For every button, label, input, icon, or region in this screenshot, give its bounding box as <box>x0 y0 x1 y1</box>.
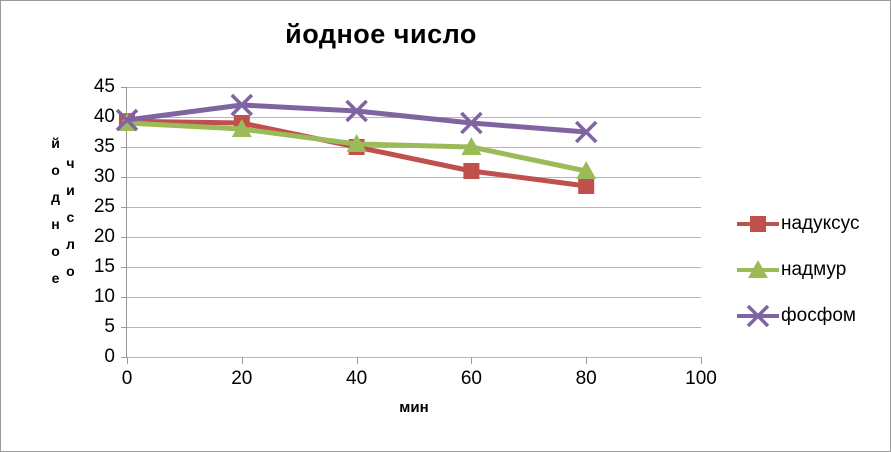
y-title-a-char-1: о <box>51 162 60 178</box>
legend-label-2: фосфом <box>781 305 856 326</box>
series-2-marker-0 <box>115 108 139 132</box>
series-0-marker-3 <box>463 163 480 179</box>
series-0-marker-4 <box>578 178 595 194</box>
x-tick-label-20: 20 <box>231 368 253 389</box>
legend-label-1: надмур <box>781 259 847 280</box>
x-tick-60 <box>471 357 473 364</box>
y-title-b-char-3: л <box>65 236 75 252</box>
y-title-b-char-0: ч <box>66 155 75 171</box>
y-tick-10 <box>121 297 127 298</box>
legend-0-glyph <box>750 216 766 232</box>
x-tick-label-40: 40 <box>346 368 368 389</box>
legend-1-glyph <box>748 260 768 278</box>
x-tick-40 <box>356 357 358 364</box>
y-tick-label-20: 20 <box>93 226 115 247</box>
y-tick-45 <box>121 87 127 88</box>
x-tick-0 <box>127 357 128 364</box>
chart-title: йодное число <box>285 19 477 49</box>
y-title-a-char-4: о <box>51 243 60 259</box>
legend-label-0: надуксус <box>781 213 860 234</box>
legend-marker-square-icon <box>737 213 779 235</box>
series-1 <box>117 113 597 179</box>
series-2-marker-3 <box>460 111 483 135</box>
y-tick-label-45: 45 <box>93 76 115 97</box>
legend-item-1[interactable]: надмур <box>737 247 887 293</box>
series-2-marker-4 <box>574 120 598 144</box>
gridline-10 <box>127 297 701 298</box>
y-tick-label-40: 40 <box>93 106 115 127</box>
x-tick-100 <box>701 357 702 364</box>
y-tick-label-30: 30 <box>93 166 115 187</box>
y-title-b-char-2: с <box>66 209 75 225</box>
gridline-30 <box>127 177 701 178</box>
y-title-b-char-1: и <box>66 182 75 198</box>
x-axis-title: мин <box>399 399 429 416</box>
y-tick-0 <box>121 357 127 358</box>
y-title-a-char-2: д <box>51 189 60 205</box>
series-2-marker-2 <box>345 99 368 123</box>
y-tick-label-25: 25 <box>93 196 115 217</box>
y-title-b-char-4: о <box>66 263 75 279</box>
y-tick-label-5: 5 <box>104 316 115 337</box>
legend-item-0[interactable]: надуксус <box>737 201 887 247</box>
y-tick-15 <box>121 267 127 268</box>
gridline-5 <box>127 327 701 328</box>
legend-marker-triangle-icon <box>737 259 779 281</box>
chart-legend: надуксус надмур фосфом <box>737 201 887 339</box>
y-tick-35 <box>121 147 127 148</box>
y-title-a-char-3: н <box>51 216 60 232</box>
y-tick-20 <box>121 237 127 238</box>
legend-marker-x-icon <box>737 304 779 328</box>
y-tick-30 <box>121 177 127 178</box>
series-1-marker-2 <box>346 134 367 152</box>
series-1-marker-4 <box>576 161 597 179</box>
gridline-45 <box>127 87 701 88</box>
gridline-20 <box>127 237 701 238</box>
x-tick-label-60: 60 <box>460 368 482 389</box>
y-tick-25 <box>121 207 127 208</box>
series-1-marker-1 <box>231 119 252 137</box>
legend-item-2[interactable]: фосфом <box>737 293 887 339</box>
x-tick-label-0: 0 <box>121 368 133 389</box>
x-tick-80 <box>586 357 588 364</box>
y-tick-label-35: 35 <box>93 136 115 157</box>
gridline-15 <box>127 267 701 268</box>
y-tick-label-10: 10 <box>93 286 115 307</box>
y-tick-5 <box>121 327 127 328</box>
series-2 <box>115 93 598 144</box>
series-plot <box>115 93 598 194</box>
legend-2-glyph <box>746 304 770 328</box>
y-tick-label-0: 0 <box>104 346 115 367</box>
gridline-0 <box>127 357 701 358</box>
y-title-a-char-5: е <box>51 270 60 286</box>
series-2-marker-1 <box>230 93 254 117</box>
y-axis-line <box>126 87 127 357</box>
series-1-marker-3 <box>461 137 482 155</box>
x-tick-label-100: 100 <box>685 368 717 389</box>
x-tick-label-80: 80 <box>575 368 597 389</box>
y-title-a-char-0: й <box>51 135 60 151</box>
gridline-25 <box>127 207 701 208</box>
y-tick-label-15: 15 <box>93 256 115 277</box>
x-tick-20 <box>241 357 243 364</box>
plot-area: 0 5 10 15 20 25 30 35 40 45 0 20 40 60 80 100 <box>94 76 717 389</box>
